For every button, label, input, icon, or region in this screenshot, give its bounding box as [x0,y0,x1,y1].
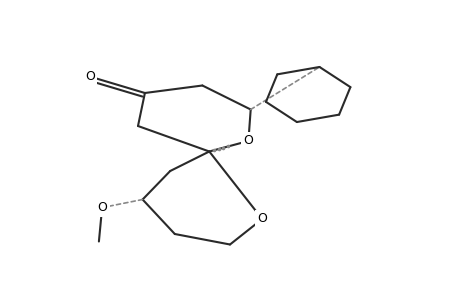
Text: O: O [97,201,107,214]
Text: O: O [84,70,95,83]
Text: O: O [257,212,267,226]
Text: O: O [243,134,253,148]
